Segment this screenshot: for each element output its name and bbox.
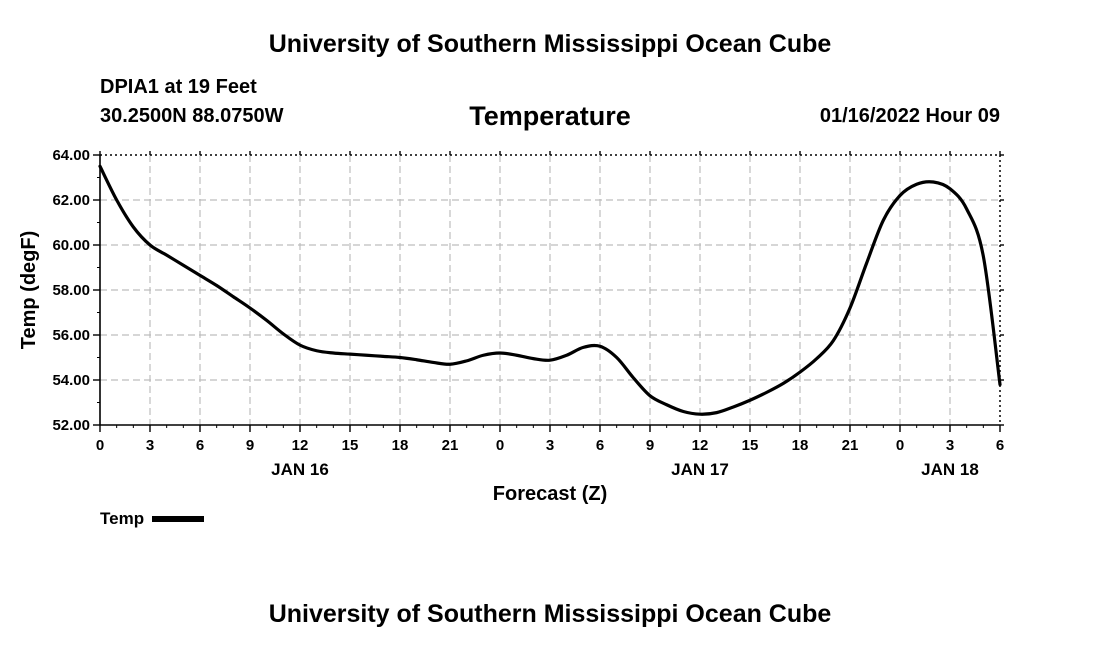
forecast-datetime: 01/16/2022 Hour 09 <box>819 105 1000 127</box>
x-axis-title: Forecast (Z) <box>493 483 607 505</box>
y-tick-label: 58.00 <box>52 282 90 299</box>
grid-lines <box>100 155 1000 425</box>
x-tick-label: 6 <box>196 437 204 454</box>
date-label: JAN 18 <box>921 460 979 479</box>
x-tick-label: 9 <box>246 437 254 454</box>
x-tick-label: 15 <box>342 437 359 454</box>
y-tick-label: 64.00 <box>52 147 90 164</box>
legend-label: Temp <box>100 509 145 528</box>
legend-line-swatch <box>152 516 205 522</box>
x-tick-label: 6 <box>996 437 1004 454</box>
date-label: JAN 17 <box>671 460 729 479</box>
x-tick-label: 12 <box>692 437 709 454</box>
y-tick-label: 60.00 <box>52 237 90 254</box>
x-tick-label: 3 <box>946 437 954 454</box>
series-line-temp <box>98 164 1002 416</box>
axes <box>93 151 1004 432</box>
y-tick-label: 56.00 <box>52 327 90 344</box>
x-tick-label: 15 <box>742 437 759 454</box>
date-label: JAN 16 <box>271 460 329 479</box>
x-tick-label: 0 <box>896 437 904 454</box>
x-tick-label: 18 <box>792 437 809 454</box>
x-tick-label: 9 <box>646 437 654 454</box>
x-tick-label: 3 <box>546 437 554 454</box>
y-axis-title: Temp (degF) <box>18 231 40 350</box>
x-tick-label: 0 <box>96 437 104 454</box>
y-tick-label: 54.00 <box>52 372 90 389</box>
station-name: DPIA1 at 19 Feet <box>100 76 257 98</box>
x-tick-label: 3 <box>146 437 154 454</box>
x-tick-label: 0 <box>496 437 504 454</box>
top-title: University of Southern Mississippi Ocean… <box>268 30 832 58</box>
x-tick-label: 6 <box>596 437 604 454</box>
axis-labels: 0 3 6 9 12 15 18 21 0 3 6 9 12 15 18 21 0 3 6 52.00 54.00 56.… <box>18 147 1004 505</box>
bottom-title: University of Southern Mississippi Ocean… <box>268 600 832 628</box>
y-tick-label: 62.00 <box>52 192 90 209</box>
x-tick-label: 21 <box>842 437 859 454</box>
legend: Temp <box>100 509 205 529</box>
chart-title: Temperature <box>469 101 631 131</box>
y-tick-label: 52.00 <box>52 417 90 434</box>
x-tick-label: 21 <box>442 437 459 454</box>
station-coordinates: 30.2500N 88.0750W <box>100 105 284 127</box>
x-tick-label: 18 <box>392 437 409 454</box>
series-layer <box>98 164 1002 416</box>
x-tick-label: 12 <box>292 437 309 454</box>
